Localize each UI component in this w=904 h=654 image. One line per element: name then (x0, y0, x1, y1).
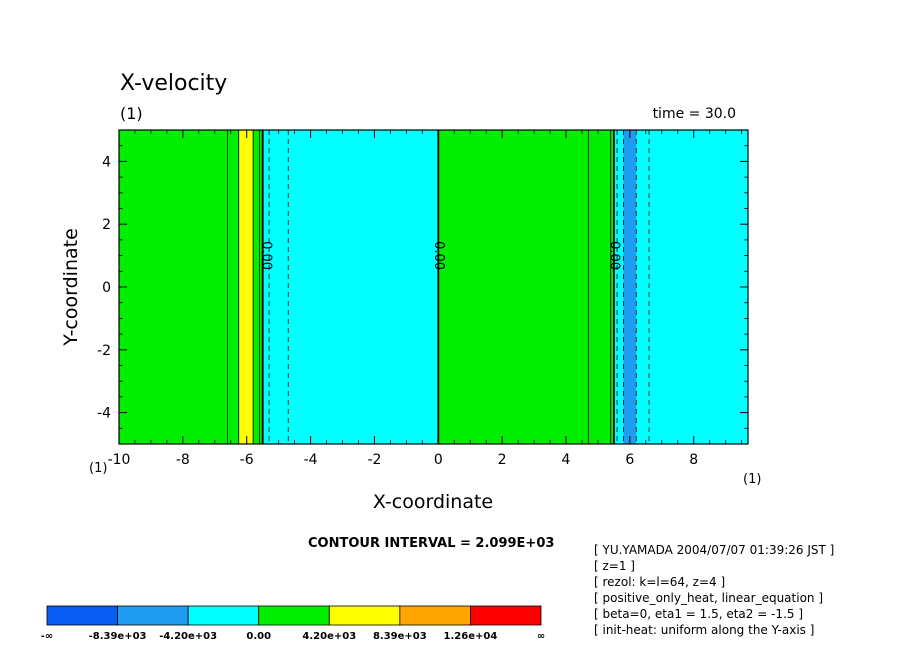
colorbar-swatch (117, 605, 189, 626)
chart-title: X-velocity (120, 71, 227, 96)
info-line: [ init-heat: uniform along the Y-axis ] (594, 623, 814, 637)
colorbar-swatch (470, 605, 542, 626)
color-band (588, 130, 615, 444)
x-tick-label: 2 (498, 452, 507, 468)
x-tick-label: 6 (625, 452, 634, 468)
colorbar-label: 0.00 (246, 631, 271, 642)
x-tick-label: 8 (689, 452, 698, 468)
colorbar-swatch (399, 605, 471, 626)
color-band (262, 130, 439, 444)
color-band (438, 130, 589, 444)
chart-subtitle: (1) (120, 104, 143, 123)
x-tick-label: -10 (108, 452, 131, 468)
info-line: [ z=1 ] (594, 559, 635, 573)
contour-label: 0.00 (431, 241, 446, 270)
corner-label-right: (1) (743, 472, 761, 487)
color-band (613, 130, 624, 444)
y-axis-ticks: -4 -2 0 2 4 (97, 129, 748, 445)
run-info-block: [ YU.YAMADA 2004/07/07 01:39:26 JST ] [ z… (594, 543, 834, 637)
colorbar-label: -8.39e+03 (89, 631, 147, 642)
colorbar: -∞ -8.39e+03 -4.20e+03 0.00 4.20e+03 8.39e+03… (41, 605, 545, 642)
colorbar-swatch (258, 605, 330, 626)
x-tick-label: -8 (176, 452, 190, 468)
colorbar-swatch (46, 605, 118, 626)
x-tick-label: -4 (304, 452, 318, 468)
color-band (623, 130, 637, 444)
contour-interval-text: CONTOUR INTERVAL = 2.099E+03 (308, 536, 554, 551)
contour-lines (227, 130, 650, 444)
color-bands (119, 130, 749, 444)
colorbar-swatch (328, 605, 401, 626)
colorbar-swatch (187, 605, 260, 626)
x-tick-label: -6 (240, 452, 254, 468)
color-band (119, 130, 229, 444)
y-tick-label: 2 (102, 217, 111, 233)
colorbar-label: -∞ (41, 631, 53, 642)
time-label: time = 30.0 (653, 106, 736, 122)
contour-labels: 0.00 0.00 0.00 (258, 241, 621, 270)
colorbar-label: 1.26e+04 (444, 631, 498, 642)
x-axis-ticks: -10 -8 -6 -4 -2 0 2 4 6 8 (108, 130, 743, 468)
info-line: [ positive_only_heat, linear_equation ] (594, 591, 823, 605)
colorbar-label: 8.39e+03 (373, 631, 427, 642)
corner-label-left: (1) (89, 461, 107, 476)
color-band (253, 130, 264, 444)
contour-label: 0.00 (258, 241, 273, 270)
y-axis-label: Y-coordinate (60, 228, 82, 347)
info-line: [ beta=0, eta1 = 1.5, eta2 = -1.5 ] (594, 607, 803, 621)
x-tick-label: 4 (562, 452, 571, 468)
contour-label: 0.00 (606, 241, 621, 270)
color-band (636, 130, 749, 444)
colorbar-label: 4.20e+03 (302, 631, 356, 642)
x-tick-label: -2 (367, 452, 381, 468)
y-tick-label: -2 (97, 343, 111, 359)
colorbar-label: ∞ (537, 631, 545, 642)
y-tick-label: 0 (102, 280, 111, 296)
x-axis-label: X-coordinate (373, 491, 493, 513)
colorbar-label: -4.20e+03 (159, 631, 217, 642)
color-band (238, 130, 254, 444)
y-tick-label: -4 (97, 406, 111, 422)
info-line: [ rezol: k=l=64, z=4 ] (594, 575, 725, 589)
info-line: [ YU.YAMADA 2004/07/07 01:39:26 JST ] (594, 543, 834, 557)
x-tick-label: 0 (434, 452, 443, 468)
y-tick-label: 4 (102, 154, 111, 170)
color-band (227, 130, 240, 444)
